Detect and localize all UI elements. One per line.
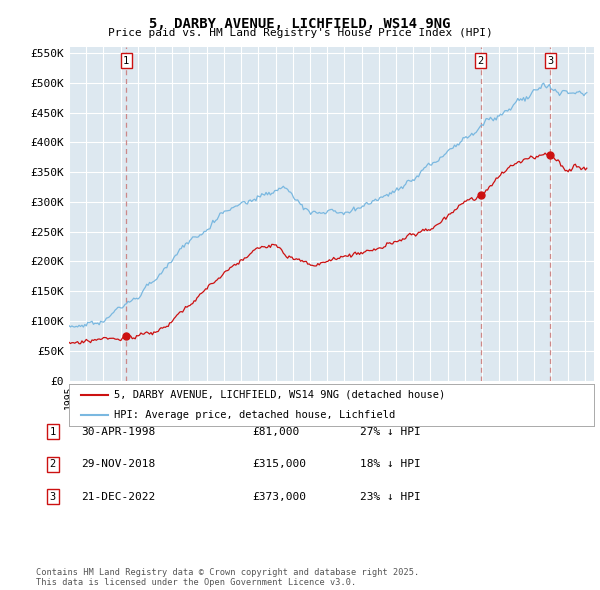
Text: 1: 1 bbox=[50, 427, 56, 437]
Text: 3: 3 bbox=[547, 55, 554, 65]
Text: 2: 2 bbox=[478, 55, 484, 65]
Text: 21-DEC-2022: 21-DEC-2022 bbox=[81, 492, 155, 502]
Text: 27% ↓ HPI: 27% ↓ HPI bbox=[360, 427, 421, 437]
Text: Price paid vs. HM Land Registry's House Price Index (HPI): Price paid vs. HM Land Registry's House … bbox=[107, 28, 493, 38]
Text: 23% ↓ HPI: 23% ↓ HPI bbox=[360, 492, 421, 502]
Text: 29-NOV-2018: 29-NOV-2018 bbox=[81, 460, 155, 469]
Text: £81,000: £81,000 bbox=[252, 427, 299, 437]
Text: 1: 1 bbox=[123, 55, 130, 65]
Text: 2: 2 bbox=[50, 460, 56, 469]
Text: £315,000: £315,000 bbox=[252, 460, 306, 469]
Text: £373,000: £373,000 bbox=[252, 492, 306, 502]
Text: Contains HM Land Registry data © Crown copyright and database right 2025.
This d: Contains HM Land Registry data © Crown c… bbox=[36, 568, 419, 587]
Text: 5, DARBY AVENUE, LICHFIELD, WS14 9NG (detached house): 5, DARBY AVENUE, LICHFIELD, WS14 9NG (de… bbox=[113, 390, 445, 400]
Text: 30-APR-1998: 30-APR-1998 bbox=[81, 427, 155, 437]
Text: HPI: Average price, detached house, Lichfield: HPI: Average price, detached house, Lich… bbox=[113, 409, 395, 419]
Text: 18% ↓ HPI: 18% ↓ HPI bbox=[360, 460, 421, 469]
Text: 5, DARBY AVENUE, LICHFIELD, WS14 9NG: 5, DARBY AVENUE, LICHFIELD, WS14 9NG bbox=[149, 17, 451, 31]
Text: 3: 3 bbox=[50, 492, 56, 502]
